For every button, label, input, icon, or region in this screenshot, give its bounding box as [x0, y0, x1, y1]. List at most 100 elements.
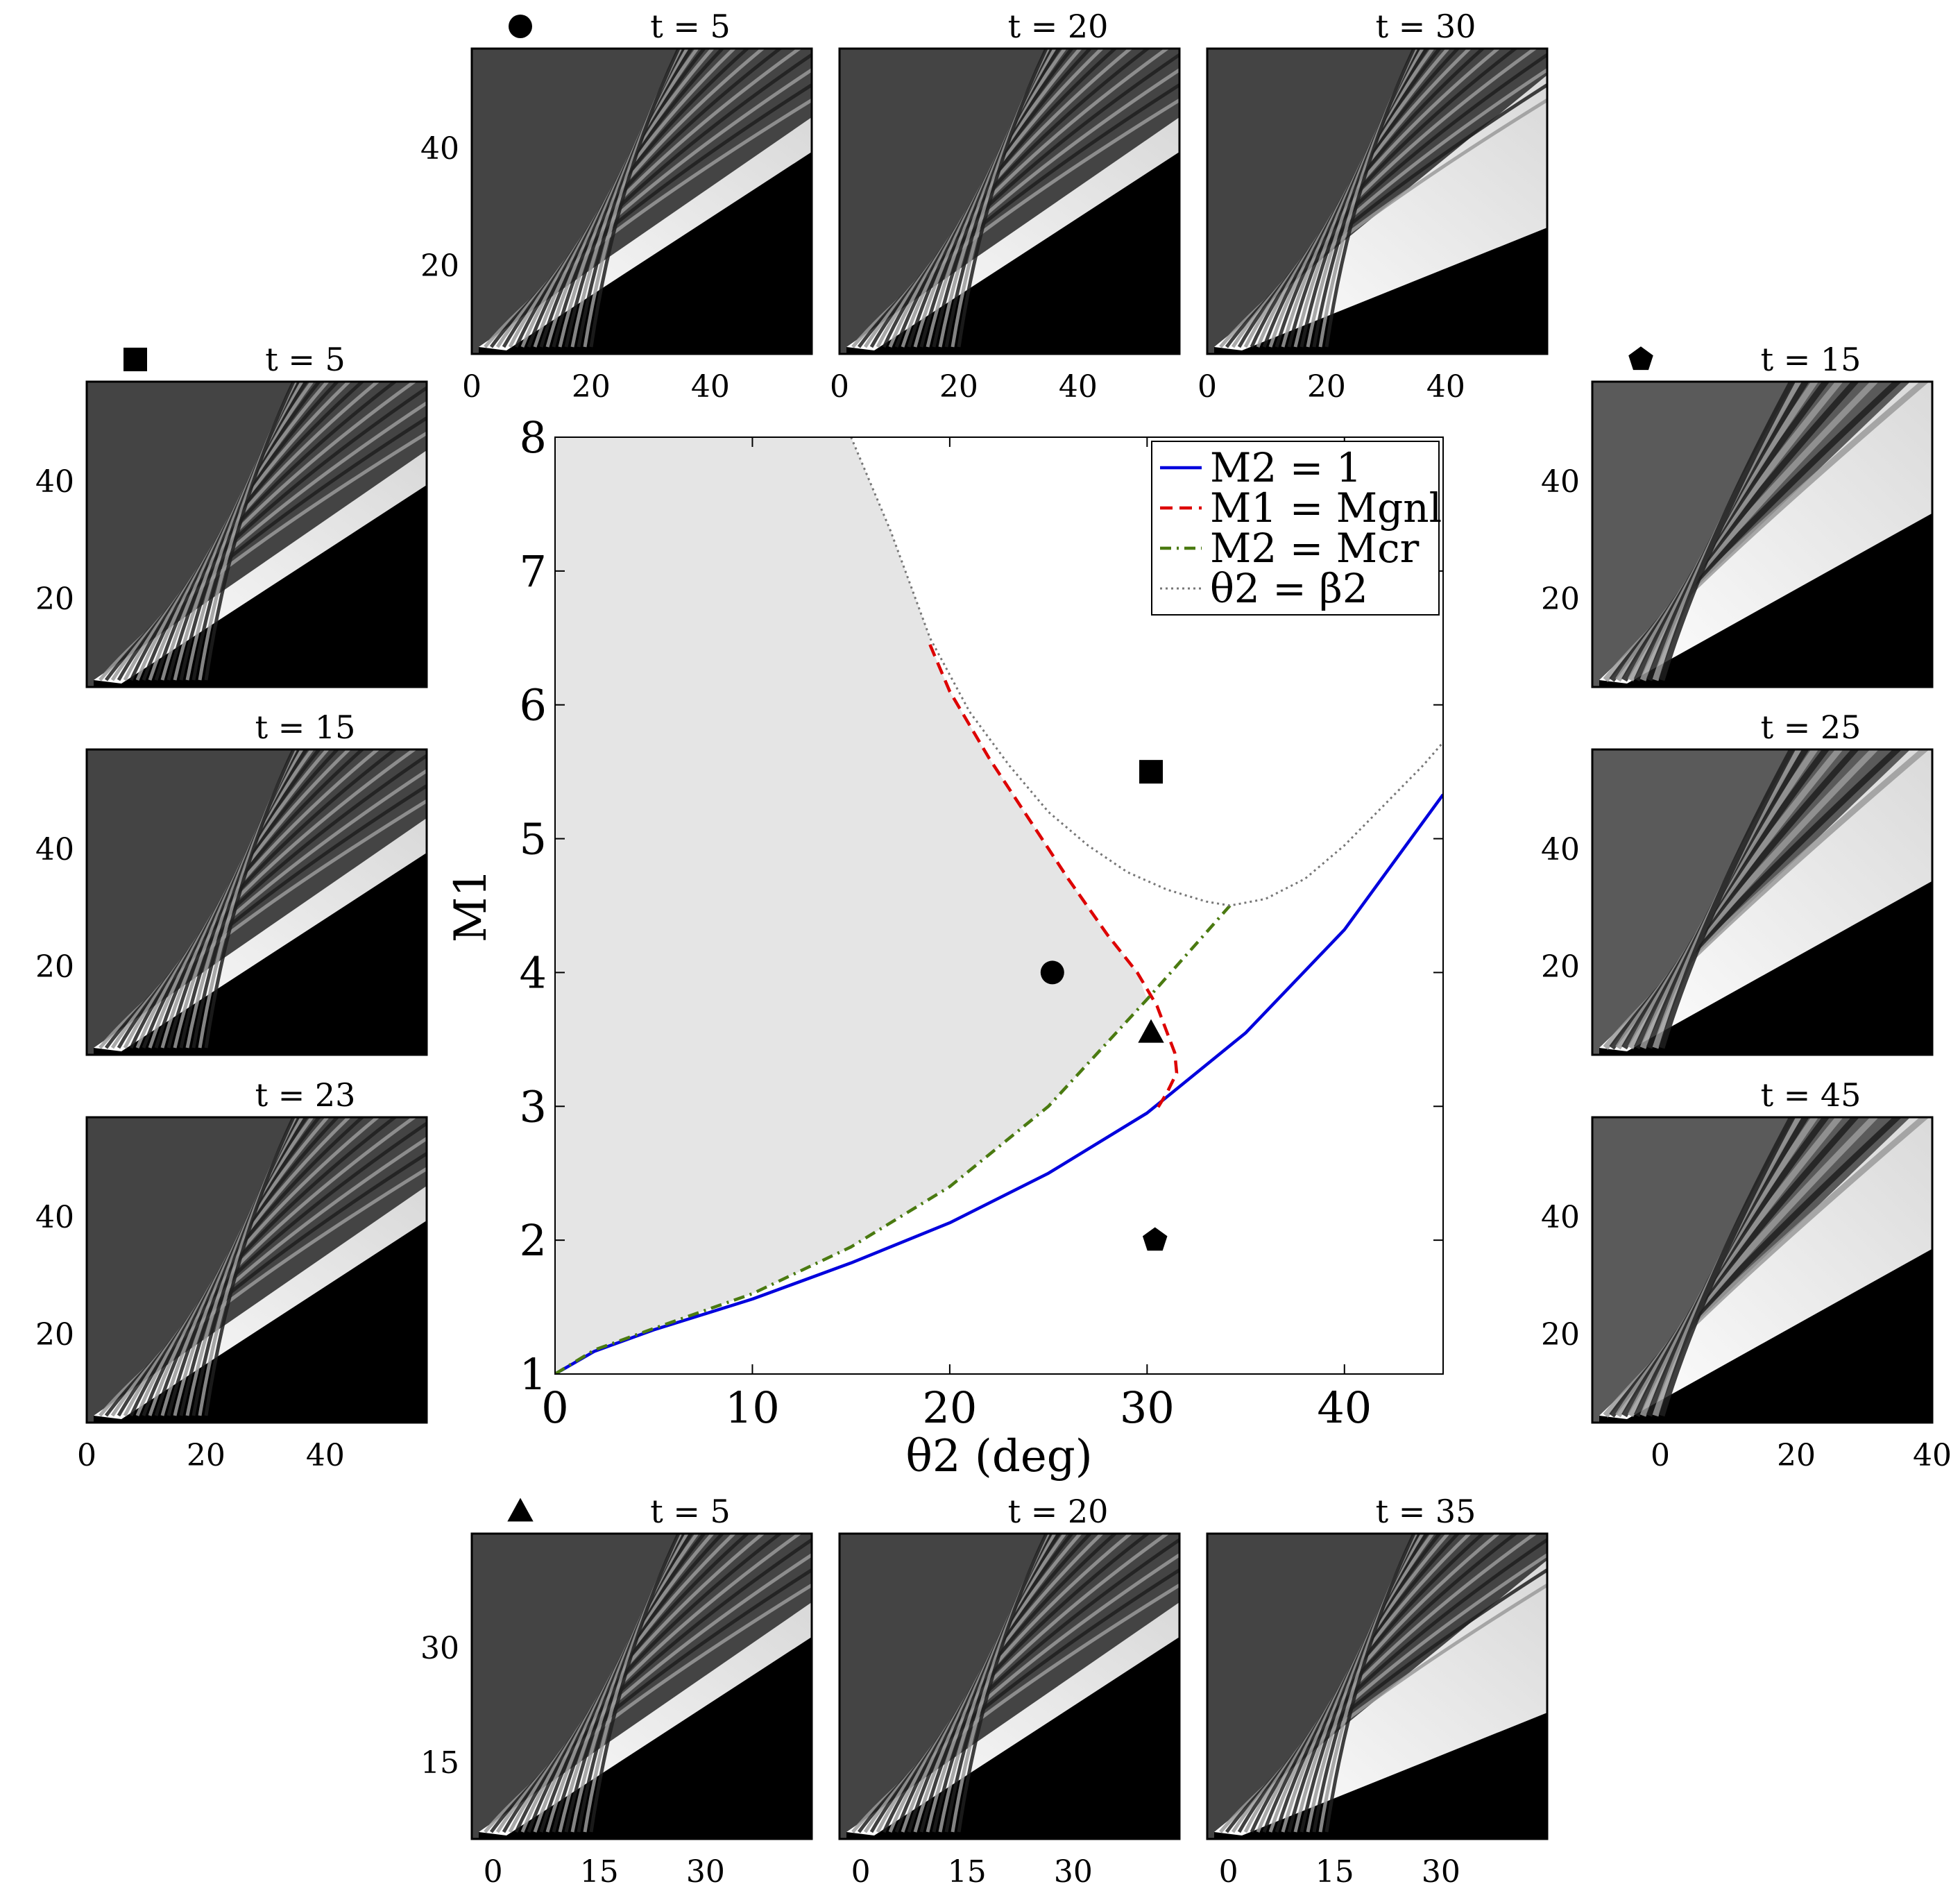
wave-stripe: [1262, 49, 1485, 348]
panel-frame: [470, 47, 813, 355]
wave-stripe: [919, 1534, 1075, 1833]
y-tick-label: 1: [520, 1349, 547, 1400]
wave-stripe: [204, 1117, 296, 1416]
marker-square: [1139, 760, 1164, 784]
panel-marker-triangle: [507, 1498, 534, 1522]
panel-frame: [1206, 1532, 1549, 1840]
wave-stripe: [142, 1117, 365, 1416]
wave-stripe: [589, 49, 681, 348]
y-axis-label: M1: [445, 869, 497, 942]
panel-marker-circle: [509, 15, 532, 38]
panel-frame: [1206, 47, 1549, 355]
heatmap-panel-svg: t = 5 20 40: [35, 341, 428, 688]
wave-stripe: [1268, 49, 1472, 348]
panel-triangle-t35: t = 35 0 15 30: [1124, 1492, 1568, 1890]
panel-pentagon-t15: t = 15 20 40: [1509, 340, 1953, 708]
shaded-region: [555, 437, 1148, 1374]
x-tick-label: 20: [939, 369, 978, 405]
heatmap-panel-svg: t = 35 0 15 30: [1206, 1493, 1549, 1890]
x-tick-label: 30: [1422, 1854, 1460, 1890]
panel-frame: [85, 1116, 428, 1424]
y-tick-label: 4: [520, 947, 547, 998]
x-tick-label: 20: [1307, 369, 1346, 405]
panel-triangle-t5: t = 5 0 15 30 15 30: [389, 1492, 833, 1890]
x-tick-label: 0: [484, 1854, 503, 1890]
y-tick-label: 20: [1541, 949, 1580, 985]
wave-stripe: [142, 382, 365, 681]
wave-stripe: [539, 1534, 725, 1833]
y-tick-label: 20: [35, 1317, 74, 1352]
wave-stripe: [1287, 1534, 1442, 1833]
y-tick-label: 20: [420, 248, 459, 284]
wave-stripe: [907, 49, 1093, 348]
wave-stripe: [1633, 1117, 1830, 1417]
panel-frame: [1591, 748, 1934, 1056]
heatmap-panel-svg: t = 20 0 15 30: [838, 1493, 1181, 1890]
wave-stripe: [1658, 1117, 1796, 1417]
wave-stripe: [160, 1117, 330, 1416]
x-tick-label: 40: [1913, 1438, 1952, 1473]
wave-stripe: [1275, 1534, 1460, 1833]
main-chart-svg: 0 10 20 30 40 1 2 3 4 5 6 7 8 θ2 (deg) M1 M2 = 1M1 = Mg…: [445, 412, 1444, 1482]
y-tick-label: 20: [1541, 1317, 1580, 1352]
x-tick-label: 10: [725, 1382, 780, 1433]
wave-stripe: [545, 1534, 715, 1833]
y-tick-label: 20: [1541, 582, 1580, 617]
y-tick-label: 40: [1541, 464, 1580, 500]
wave-stripe: [154, 1117, 340, 1416]
heatmap-field: [87, 1117, 427, 1423]
heatmap-panel-svg: t = 23 0 20 40 20 40: [35, 1076, 428, 1473]
x-tick-label: 40: [306, 1438, 345, 1473]
panel-marker-square: [123, 348, 147, 371]
x-tick-label: 40: [691, 369, 730, 405]
panel-frame: [85, 748, 428, 1056]
wave-stripe: [533, 49, 737, 348]
legend-entry-2: M2 = Mcr: [1210, 525, 1420, 572]
panel-square-t15: t = 15 20 40: [3, 708, 448, 1076]
wave-stripe: [957, 1534, 1048, 1833]
x-tick-label: 30: [686, 1854, 725, 1890]
y-tick-label: 40: [35, 464, 74, 500]
marker-pentagon: [1142, 1227, 1168, 1251]
x-tick-label: 0: [77, 1438, 96, 1473]
panel-title: t = 45: [1761, 1076, 1861, 1114]
y-tick-label: 6: [520, 680, 547, 731]
main-axes-frame: [554, 436, 1444, 1375]
y-tick-label: 40: [420, 131, 459, 167]
wave-stripe: [957, 49, 1048, 348]
panel-pentagon-t45: t = 45 0 20 40 20 40: [1509, 1076, 1953, 1499]
wave-stripe: [204, 749, 296, 1049]
heatmap-panel-svg: t = 5 0 15 30 15 30: [420, 1493, 813, 1890]
panel-square-t5: t = 5 20 40: [3, 340, 448, 708]
wave-stripe: [148, 382, 352, 681]
y-tick-label: 40: [35, 1200, 74, 1235]
panel-title: t = 15: [255, 709, 356, 746]
wave-stripe: [1287, 49, 1442, 348]
x-tick-label: 15: [948, 1854, 987, 1890]
heatmap-field: [840, 1534, 1179, 1839]
panel-circle-t30: t = 30 0 20 40: [1124, 7, 1568, 405]
panel-frame: [1591, 380, 1934, 688]
x-tick-label: 40: [1059, 369, 1098, 405]
x-tick-label: 40: [1426, 369, 1465, 405]
wave-stripe: [1324, 1534, 1416, 1833]
x-tick-label: 0: [462, 369, 482, 405]
wave-stripe: [913, 49, 1083, 348]
main-chart: 0 10 20 30 40 1 2 3 4 5 6 7 8 θ2 (deg) M1 M2 = 1 M1 = Mg…: [444, 409, 1471, 1492]
y-tick-label: 2: [520, 1215, 547, 1266]
wave-stripe: [204, 382, 296, 681]
panel-title: t = 5: [650, 8, 731, 45]
x-tick-label: 0: [1651, 1438, 1670, 1473]
x-tick-label: 15: [580, 1854, 619, 1890]
panel-frame: [1591, 1116, 1934, 1424]
panel-title: t = 23: [255, 1076, 356, 1114]
plot-area: [555, 437, 1443, 1374]
panel-frame: [838, 1532, 1181, 1840]
panel-frame: [838, 47, 1181, 355]
heatmap-field: [1592, 382, 1932, 687]
wave-stripe: [1324, 49, 1416, 348]
wave-stripe: [919, 49, 1075, 348]
panel-title: t = 15: [1761, 341, 1861, 378]
panel-title: t = 5: [650, 1493, 731, 1530]
heatmap-field: [840, 49, 1179, 354]
